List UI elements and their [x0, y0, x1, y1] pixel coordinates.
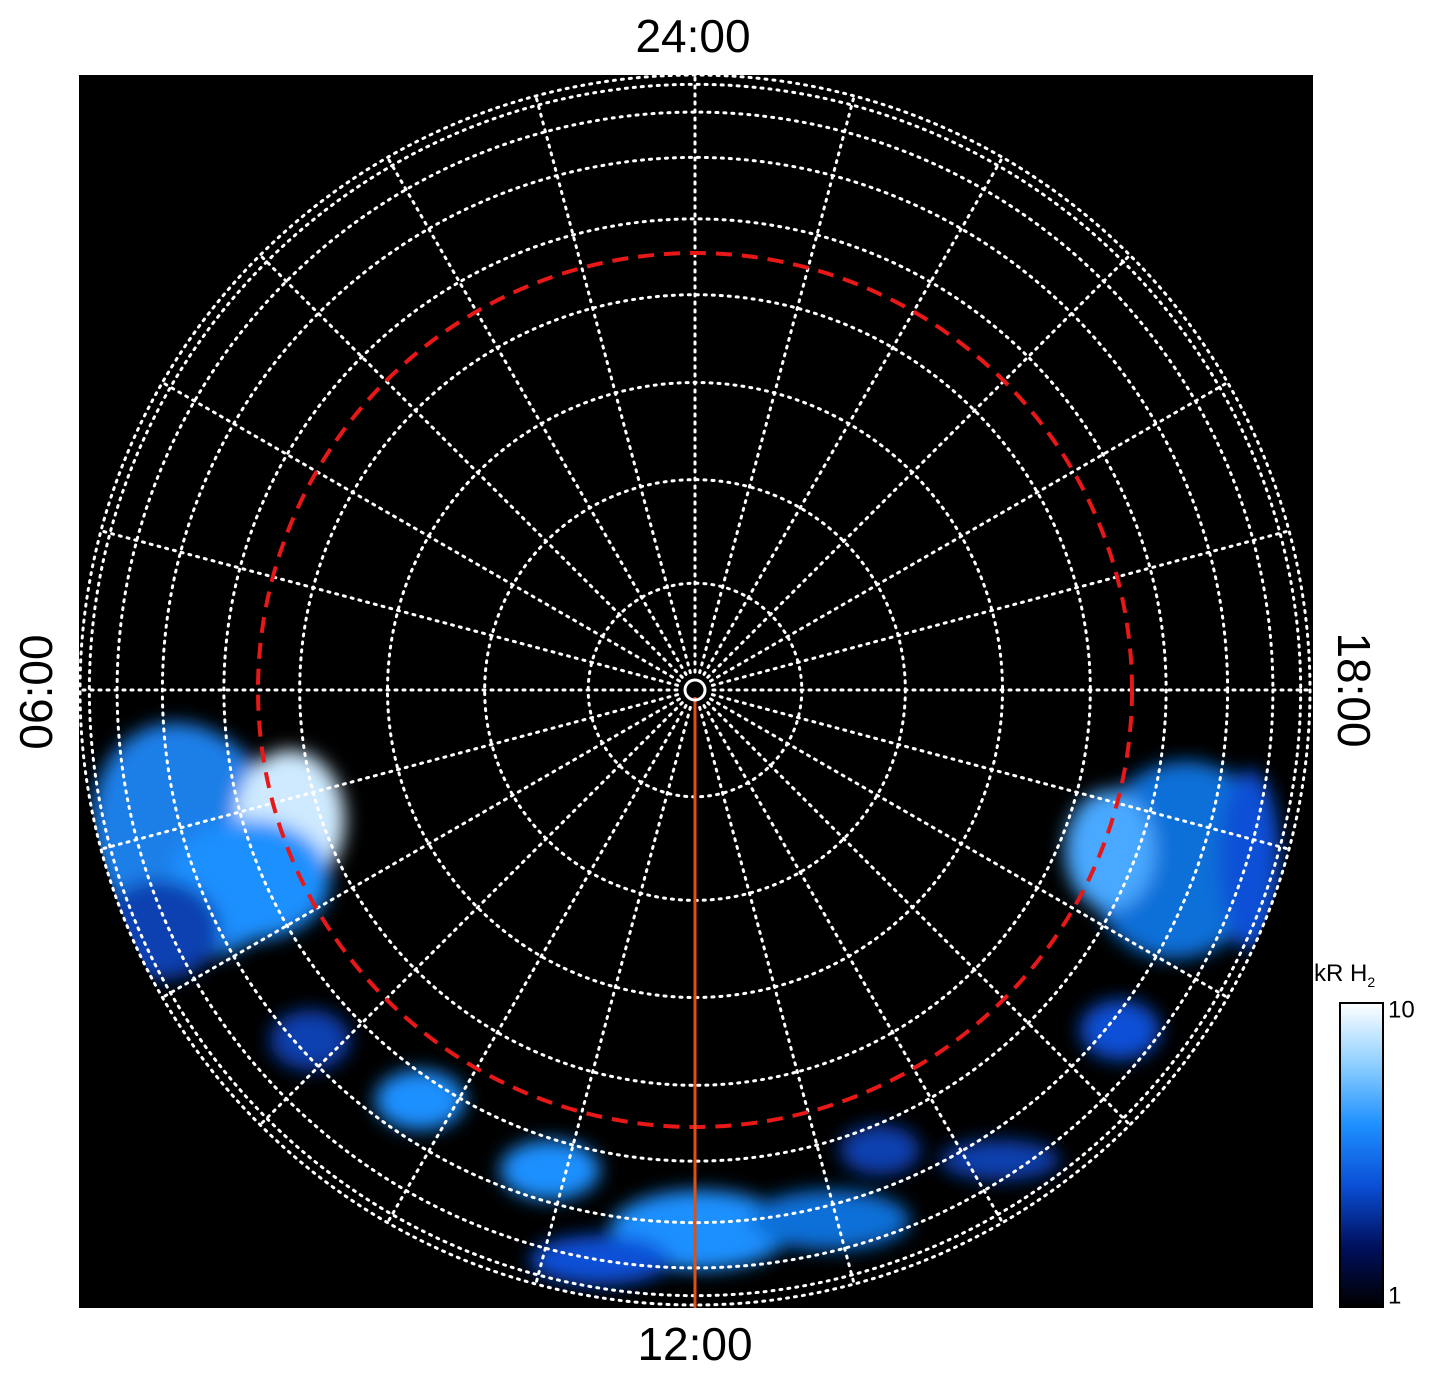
colorbar-label-sub: 2: [1367, 974, 1375, 990]
grid-meridian: [709, 381, 1230, 683]
pole-marker: [683, 678, 707, 702]
grid-meridian: [99, 529, 680, 687]
colorbar-label-text: kR H: [1314, 960, 1367, 987]
grid-meridian: [258, 701, 684, 1127]
grid-meridian: [160, 697, 681, 999]
grid-meridian: [698, 705, 856, 1286]
grid-meridian: [258, 253, 684, 679]
angle-label: 12:00: [637, 1318, 752, 1370]
grid-meridian: [706, 701, 1132, 1127]
grid-meridian: [386, 155, 688, 676]
grid-circle: [78, 73, 1312, 1307]
grid-meridian: [709, 697, 1230, 999]
grid-meridian: [386, 704, 688, 1225]
grid-meridian: [702, 704, 1004, 1225]
grid-circle: [222, 217, 1168, 1163]
angle-label: 24:00: [635, 10, 750, 62]
grid-meridian: [534, 705, 692, 1286]
polar-grid: [78, 73, 1312, 1307]
grid-meridian: [534, 94, 692, 675]
grid-meridian: [702, 155, 1004, 676]
grid-meridian: [99, 693, 680, 851]
grid-meridian: [698, 94, 856, 675]
colorbar-label: kR H2: [1314, 960, 1375, 989]
grid-meridian: [160, 381, 681, 683]
angle-label: 06:00: [10, 634, 62, 749]
colorbar: [1339, 1002, 1384, 1308]
grid-meridian: [706, 253, 1132, 679]
colorbar-ticks: 1 10: [1376, 996, 1415, 1309]
grid-meridian: [710, 693, 1291, 851]
angle-label: 18:00: [1328, 632, 1380, 747]
colorbar-tick-label: 10: [1388, 996, 1415, 1023]
grid-meridian: [710, 529, 1291, 687]
colorbar-tick-label: 1: [1388, 1282, 1401, 1309]
